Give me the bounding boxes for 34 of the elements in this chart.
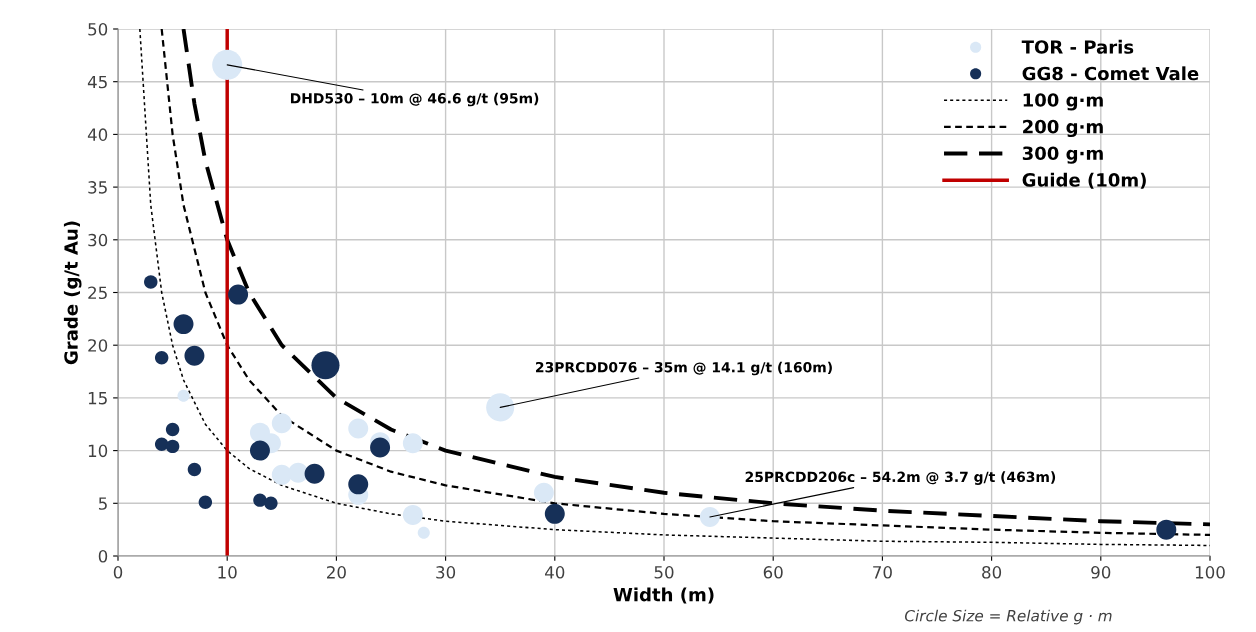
x-tick-label: 30 [436,566,456,579]
x-tick-label: 70 [873,566,892,579]
x-tick-label: 90 [1091,566,1111,579]
annotation: DHD530 – 10m @ 46.6 g/t (95m) [290,92,539,107]
y-axis-title: Grade (g/t Au) [63,221,82,365]
y-tick-label: 20 [88,339,108,352]
y-tick-label: 30 [88,233,108,247]
x-tick-label: 50 [654,566,674,579]
x-tick-label: 100 [1195,566,1225,579]
x-tick-label: 20 [327,566,346,579]
y-tick-label: 45 [87,75,107,89]
y-tick-label: 25 [88,286,107,300]
x-tick-label: 60 [763,566,783,579]
legend-label: TOR - Paris [1021,39,1134,54]
legend-label: GG8 - Comet Vale [1022,66,1199,81]
y-tick-label: 10 [88,444,108,458]
legend-label: 300 g·m [1022,146,1103,164]
legend-label: 100 g·m [1023,93,1103,111]
x-tick-label: 80 [982,566,1002,579]
annotation: 23PRCDD076 – 35m @ 14.1 g/t (160m) [536,361,832,376]
x-tick-label: 10 [218,566,237,579]
y-tick-label: 50 [88,22,108,36]
x-tick-label: 0 [113,566,123,579]
legend-label: 200 g·m [1023,119,1103,138]
text: Circle Size = Relative g · m [904,609,1112,625]
y-tick-label: 0 [98,549,108,563]
y-tick-label: 35 [88,181,107,194]
y-tick-label: 5 [98,497,107,510]
y-tick-label: 40 [87,128,108,141]
legend-label: Guide (10m) [1022,172,1146,189]
annotation: 25PRCDD206c – 54.2m @ 3.7 g/t (463m) [745,471,1056,485]
x-axis-title: Width (m) [613,587,714,604]
x-tick-label: 40 [545,566,565,579]
y-tick-label: 15 [88,392,107,405]
